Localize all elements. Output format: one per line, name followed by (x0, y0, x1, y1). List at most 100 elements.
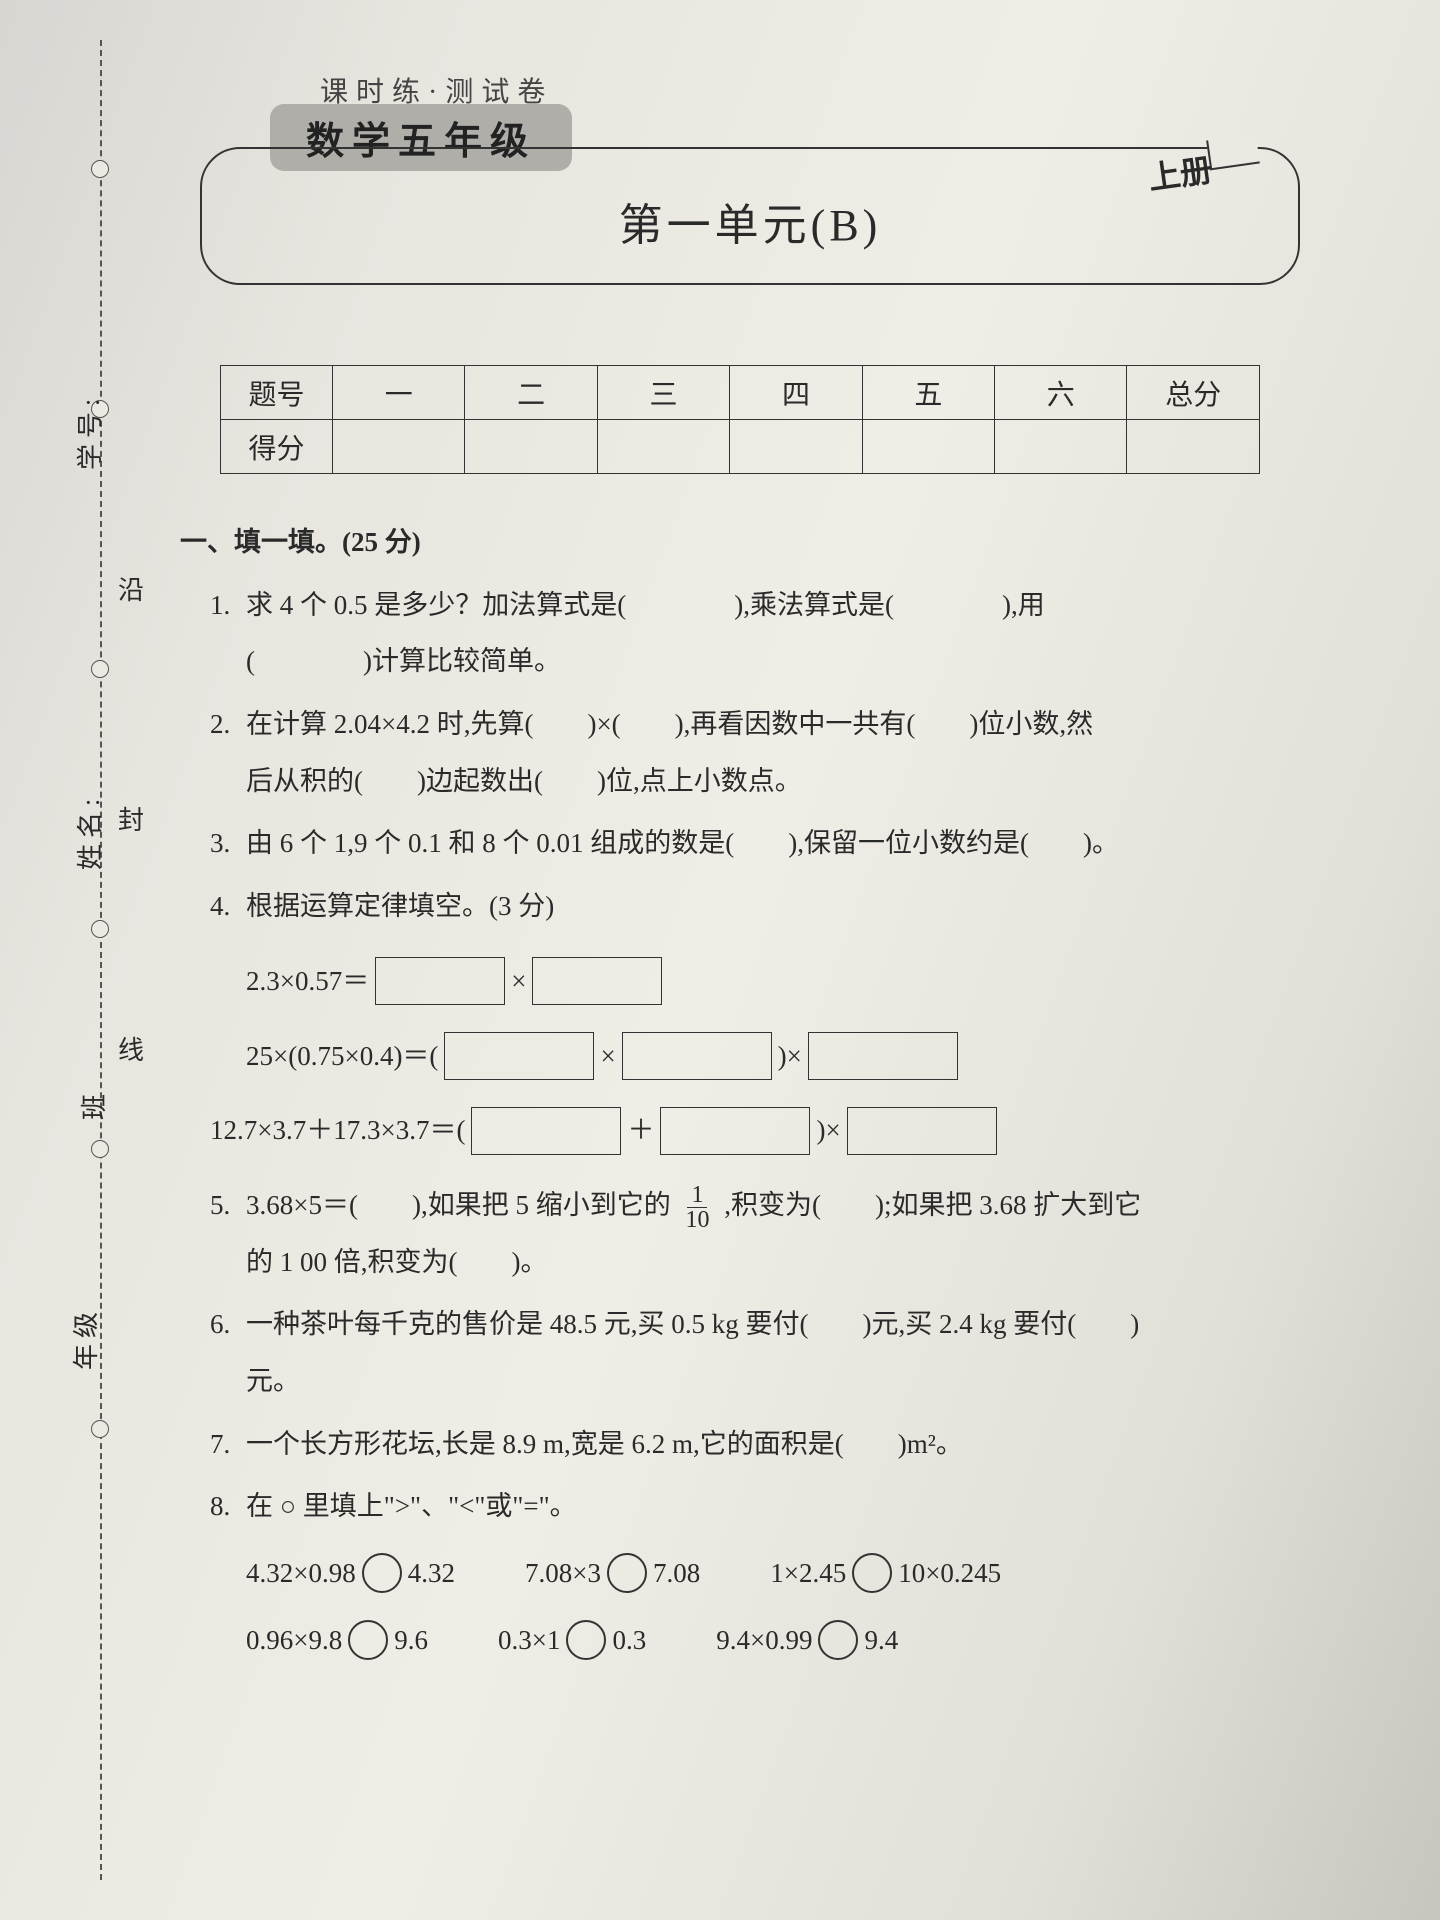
score-cell[interactable] (333, 420, 465, 474)
score-cell[interactable] (995, 420, 1127, 474)
student-id-label: 学号: (70, 393, 107, 470)
question-text: 在 ○ 里填上">"、"<"或"="。 (246, 1491, 577, 1521)
col-header: 五 (862, 366, 994, 420)
question-text: 由 6 个 1,9 个 0.1 和 8 个 0.01 组成的数是( ),保留一位… (246, 828, 1119, 858)
question-text: 一个长方形花坛,长是 8.9 m,宽是 6.2 m,它的面积是( )m²。 (246, 1429, 963, 1459)
student-name-label: 姓名: (70, 793, 107, 870)
comp-left: 0.3×1 (498, 1612, 560, 1669)
answer-box[interactable] (444, 1032, 594, 1080)
exam-page: 学号: 沿 姓名: 封 班 线 年级 课时练·测试卷 数学五年级 上册 第一单元… (0, 0, 1440, 1920)
equation-4b: 25×(0.75×0.4)＝( × )× (246, 1028, 1340, 1085)
comp-left: 7.08×3 (525, 1545, 601, 1602)
comparison-circle[interactable] (362, 1553, 402, 1593)
eq-lhs: 25×(0.75×0.4)＝( (246, 1028, 438, 1085)
volume-badge: 上册 (1128, 129, 1268, 209)
section-title: 一、填一填。(25 分) (180, 514, 1340, 571)
col-header: 四 (730, 366, 862, 420)
question-5: 5.3.68×5＝( ),如果把 5 缩小到它的 1 10 ,积变为( );如果… (210, 1177, 1340, 1234)
comp-right: 7.08 (653, 1545, 700, 1602)
answer-box[interactable] (471, 1107, 621, 1155)
score-cell[interactable] (597, 420, 729, 474)
question-8: 8.在 ○ 里填上">"、"<"或"="。 (210, 1478, 1340, 1535)
comp-left: 0.96×9.8 (246, 1612, 342, 1669)
answer-box[interactable] (808, 1032, 958, 1080)
binding-hole (91, 1420, 109, 1438)
binding-margin: 学号: 沿 姓名: 封 班 线 年级 (60, 40, 140, 1880)
answer-box[interactable] (622, 1032, 772, 1080)
answer-box[interactable] (375, 957, 505, 1005)
fraction-numerator: 1 (687, 1183, 707, 1208)
question-4: 4.根据运算定律填空。(3 分) (210, 878, 1340, 935)
comparison-circle[interactable] (818, 1620, 858, 1660)
comparison-item: 9.4×0.99 9.4 (716, 1612, 898, 1669)
seal-char-3: 线 (118, 1030, 144, 1067)
unit-title: 第一单元(B) (232, 189, 1268, 253)
question-text: 3.68×5＝( ),如果把 5 缩小到它的 (246, 1190, 671, 1220)
score-cell[interactable] (465, 420, 597, 474)
binding-hole (91, 660, 109, 678)
comparison-item: 0.3×1 0.3 (498, 1612, 646, 1669)
score-cell[interactable] (862, 420, 994, 474)
equation-4a: 2.3×0.57＝ × (246, 953, 1340, 1010)
question-2: 2.在计算 2.04×4.2 时,先算( )×( ),再看因数中一共有( )位小… (210, 696, 1340, 753)
row-header: 题号 (221, 366, 333, 420)
questions-section: 一、填一填。(25 分) 1.求 4 个 0.5 是多少？加法算式是( ),乘法… (180, 514, 1340, 1668)
seal-char-1: 沿 (118, 570, 144, 607)
col-header: 三 (597, 366, 729, 420)
comp-right: 9.4 (864, 1612, 898, 1669)
comp-right: 10×0.245 (898, 1545, 1001, 1602)
comp-right: 0.3 (612, 1612, 646, 1669)
score-table: 题号 一 二 三 四 五 六 总分 得分 (220, 365, 1260, 474)
score-cell[interactable] (730, 420, 862, 474)
table-row: 题号 一 二 三 四 五 六 总分 (221, 366, 1260, 420)
question-5-cont: 的 1 00 倍,积变为( )。 (246, 1234, 1340, 1291)
header: 课时练·测试卷 数学五年级 上册 第一单元(B) (200, 70, 1340, 285)
row-header: 得分 (221, 420, 333, 474)
comparison-item: 0.96×9.8 9.6 (246, 1612, 428, 1669)
col-header: 一 (333, 366, 465, 420)
equation-4c: 12.7×3.7＋17.3×3.7＝( ＋ )× (210, 1102, 1340, 1159)
question-text: 在计算 2.04×4.2 时,先算( )×( ),再看因数中一共有( )位小数,… (246, 709, 1093, 739)
eq-lhs: 2.3×0.57＝ (246, 953, 369, 1010)
question-3: 3.由 6 个 1,9 个 0.1 和 8 个 0.01 组成的数是( ),保留… (210, 815, 1340, 872)
comparison-circle[interactable] (852, 1553, 892, 1593)
comparison-item: 7.08×3 7.08 (525, 1545, 700, 1602)
corner-fold-icon (1206, 134, 1260, 171)
question-1: 1.求 4 个 0.5 是多少？加法算式是( ),乘法算式是( ),用 (210, 577, 1340, 634)
seal-char-2: 封 (118, 800, 144, 837)
question-6: 6.一种茶叶每千克的售价是 48.5 元,买 0.5 kg 要付( )元,买 2… (210, 1296, 1340, 1353)
question-6-cont: 元。 (246, 1353, 1340, 1410)
question-text: 一种茶叶每千克的售价是 48.5 元,买 0.5 kg 要付( )元,买 2.4… (246, 1309, 1139, 1339)
col-header: 二 (465, 366, 597, 420)
comp-left: 4.32×0.98 (246, 1545, 356, 1602)
question-7: 7.一个长方形花坛,长是 8.9 m,宽是 6.2 m,它的面积是( )m²。 (210, 1416, 1340, 1473)
col-header: 总分 (1127, 366, 1260, 420)
binding-hole (91, 160, 109, 178)
eq-lhs: 12.7×3.7＋17.3×3.7＝( (210, 1102, 465, 1159)
fraction-denominator: 10 (681, 1208, 713, 1232)
comp-right: 9.6 (394, 1612, 428, 1669)
answer-box[interactable] (532, 957, 662, 1005)
comparison-item: 1×2.45 10×0.245 (770, 1545, 1001, 1602)
comp-left: 1×2.45 (770, 1545, 846, 1602)
comp-left: 9.4×0.99 (716, 1612, 812, 1669)
answer-box[interactable] (660, 1107, 810, 1155)
table-row: 得分 (221, 420, 1260, 474)
question-text: 根据运算定律填空。(3 分) (246, 891, 554, 921)
comparison-circle[interactable] (607, 1553, 647, 1593)
question-1-cont: ( )计算比较简单。 (246, 633, 1340, 690)
comp-right: 4.32 (408, 1545, 455, 1602)
fraction: 1 10 (681, 1183, 713, 1232)
class-label: 班 (74, 1088, 111, 1120)
score-cell[interactable] (1127, 420, 1260, 474)
binding-dashed-line (100, 40, 102, 1880)
binding-hole (91, 920, 109, 938)
comparison-circle[interactable] (566, 1620, 606, 1660)
question-text: 求 4 个 0.5 是多少？加法算式是( ),乘法算式是( ),用 (246, 590, 1045, 620)
comparison-circle[interactable] (348, 1620, 388, 1660)
comparison-item: 4.32×0.98 4.32 (246, 1545, 455, 1602)
answer-box[interactable] (847, 1107, 997, 1155)
title-frame: 上册 第一单元(B) (200, 147, 1300, 285)
comparison-row-1: 4.32×0.98 4.32 7.08×3 7.08 1×2.45 10×0.2… (246, 1545, 1340, 1602)
col-header: 六 (995, 366, 1127, 420)
